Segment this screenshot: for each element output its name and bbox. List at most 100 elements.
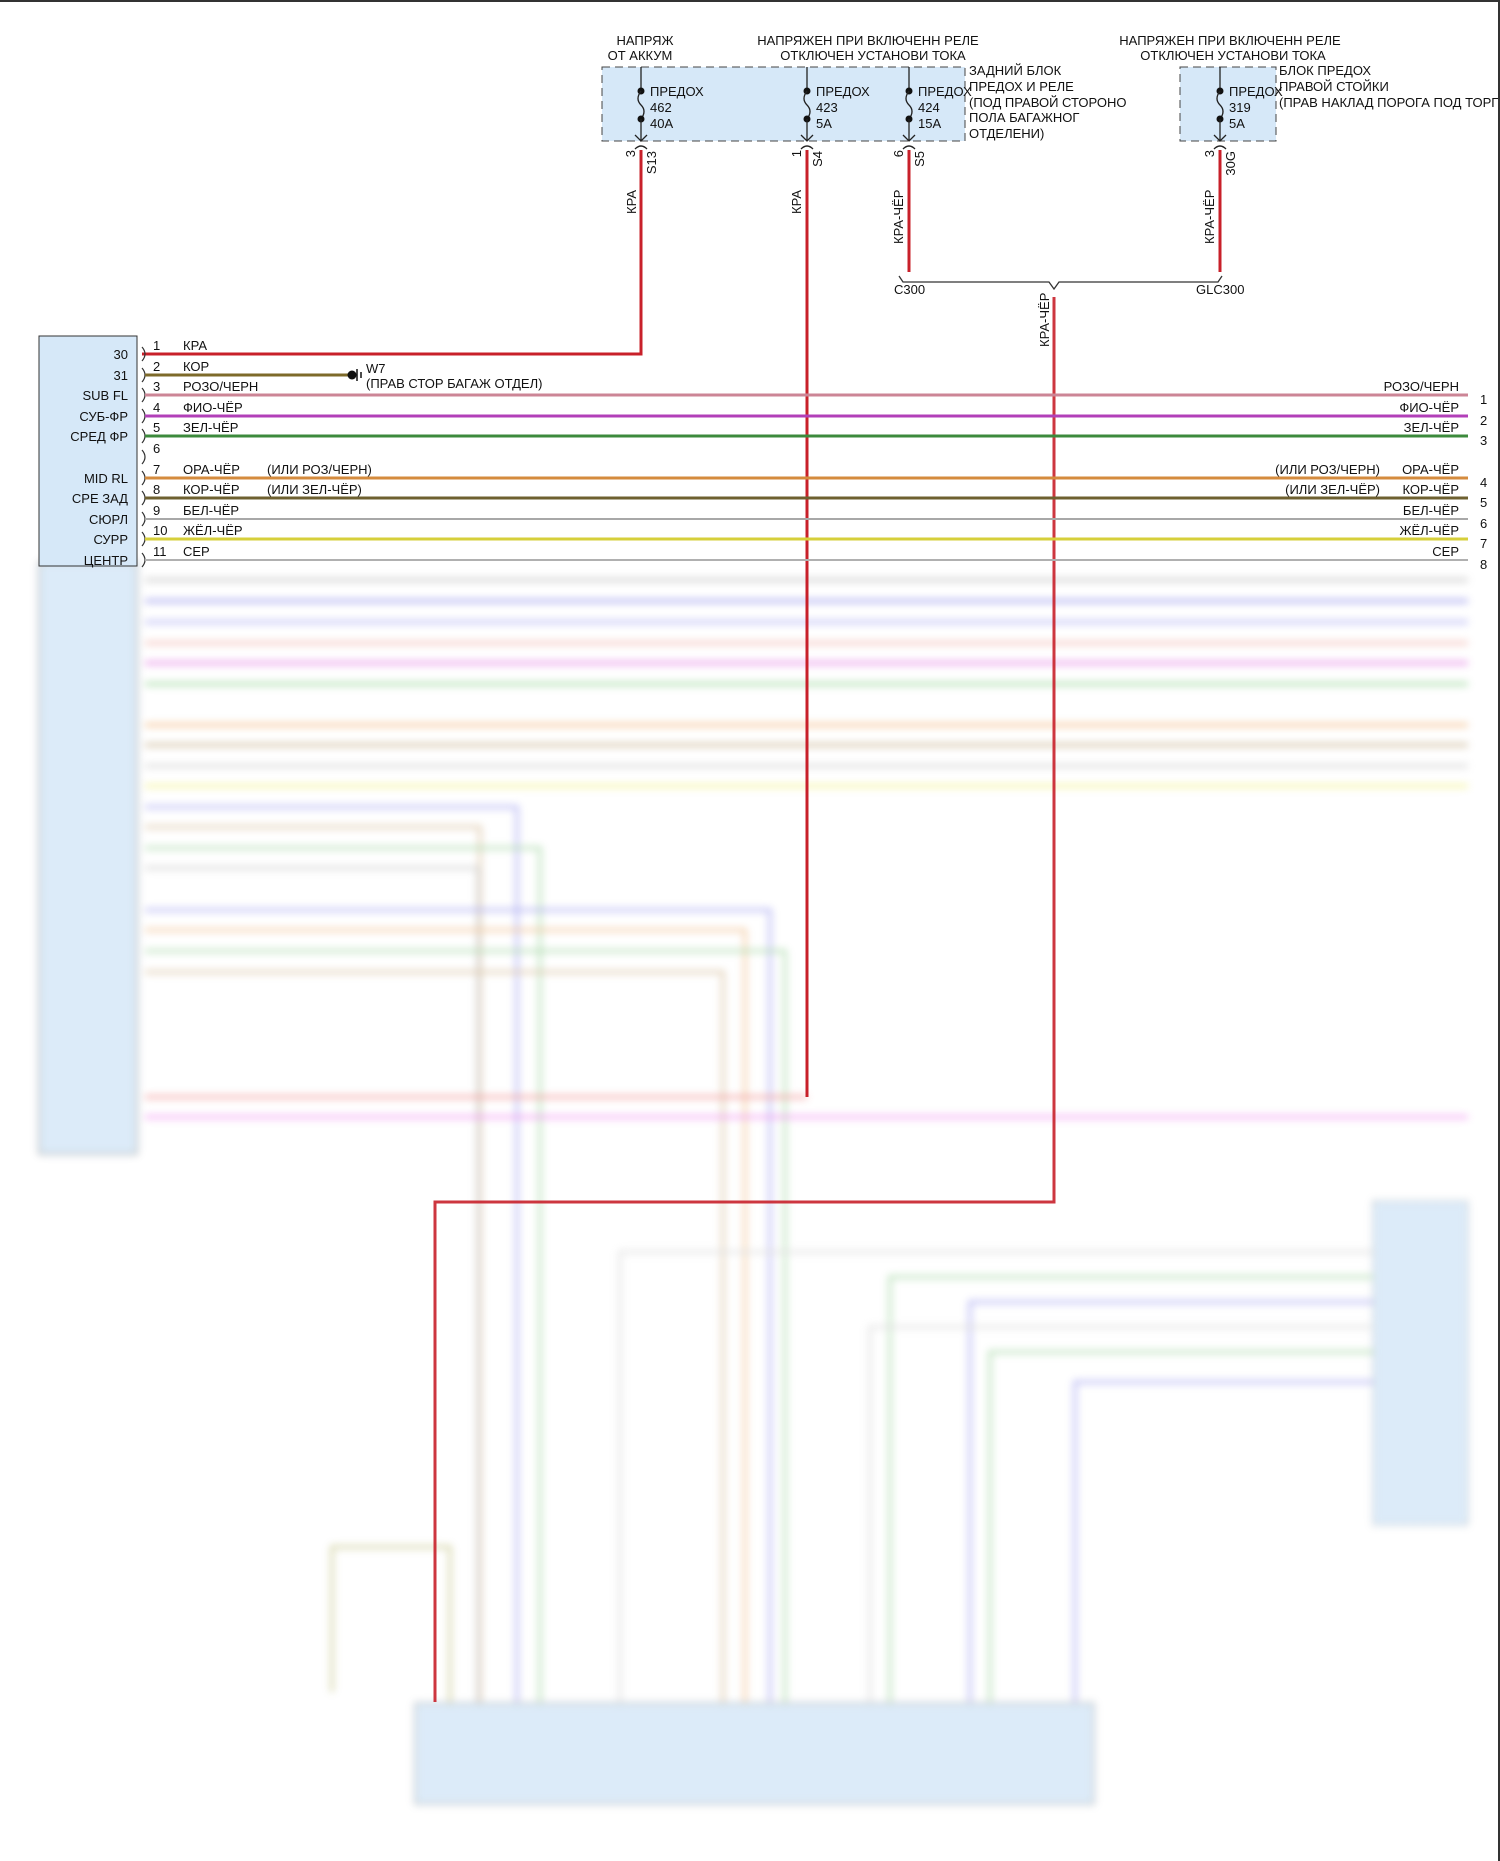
connector-pin-row: MID RL 7 ОРА-ЧЁР (ИЛИ РОЗ/ЧЕРН) ОРА-ЧЁР (ИЛИ … — [84, 462, 1487, 490]
wire — [868, 1325, 1373, 1702]
svg-text:(ПРАВ НАКЛАД ПОРОГА ПОД ТОРП): (ПРАВ НАКЛАД ПОРОГА ПОД ТОРП) — [1279, 95, 1500, 110]
terminal-id: 30G — [1223, 151, 1238, 176]
connector-pin-row: SUB FL 3 РОЗО/ЧЕРН РОЗО/ЧЕРН 1 — [82, 379, 1487, 407]
wire — [618, 1250, 1373, 1702]
wire — [145, 928, 747, 1702]
svg-text:ПОЛА БАГАЖНОГ: ПОЛА БАГАЖНОГ — [969, 110, 1079, 125]
right-pillar-fuse-box-label: БЛОК ПРЕДОХ ПРАВОЙ СТОЙКИ (ПРАВ НАКЛАД П… — [1279, 63, 1500, 110]
relay-note: ОТКЛЮЧЕН УСТАНОВИ ТОКА — [780, 48, 966, 63]
rear-fuse-box-label: ЗАДНИЙ БЛОК ПРЕДОХ И РЕЛЕ (ПОД ПРАВОЙ СТ… — [969, 63, 1126, 141]
wire — [145, 908, 772, 1702]
wire — [968, 1300, 1373, 1702]
wire-color-label: ЖЁЛ-ЧЁР — [1399, 523, 1459, 538]
pin-number: 11 — [153, 544, 167, 559]
fuse-number: 319 — [1229, 100, 1251, 115]
pin-number: 7 — [1480, 536, 1487, 551]
wire-color-label: ФИО-ЧЁР — [1399, 400, 1459, 415]
pin-number: 5 — [153, 420, 160, 435]
splice-bracket — [898, 275, 1223, 291]
svg-text:ПРЕДОХ И РЕЛЕ: ПРЕДОХ И РЕЛЕ — [969, 79, 1074, 94]
pin-function: СРЕД ФР — [70, 429, 128, 444]
wire-color-label: КОР-ЧЁР — [183, 482, 240, 497]
wire — [145, 805, 519, 1702]
wire-color-label: БЕЛ-ЧЁР — [183, 503, 239, 518]
pin-function: СУБ-ФР — [79, 409, 128, 424]
wire — [145, 846, 542, 1702]
pin-number: 3 — [1480, 433, 1487, 448]
wire-color-label: РОЗО/ЧЕРН — [1384, 379, 1459, 394]
wire-color-label: ОРА-ЧЁР — [1402, 462, 1459, 477]
svg-text:(ПРАВ СТОР БАГАЖ ОТДЕЛ): (ПРАВ СТОР БАГАЖ ОТДЕЛ) — [366, 376, 542, 391]
connector-pin-row: СЮРЛ 9 БЕЛ-ЧЁР БЕЛ-ЧЁР 6 — [89, 503, 1487, 531]
pin-number: 1 — [1480, 392, 1487, 407]
pin-function: СРЕ ЗАД — [72, 491, 128, 506]
connector-pin-row: 30 1 КРА — [114, 338, 208, 362]
svg-text:W7: W7 — [366, 361, 386, 376]
rear-fuse-box — [601, 66, 966, 142]
svg-text:ЗАДНИЙ БЛОК: ЗАДНИЙ БЛОК — [969, 63, 1062, 78]
terminal-id: S4 — [810, 151, 825, 167]
wire-color-label: КРА — [183, 338, 207, 353]
pin-function: 30 — [114, 347, 128, 362]
pin-number: 10 — [153, 523, 167, 538]
fuse-name: ПРЕДОХ — [1229, 84, 1283, 99]
pin-function: ЦЕНТР — [84, 553, 128, 568]
splice-glc300: GLC300 — [1196, 282, 1244, 297]
pin-number: 2 — [1480, 413, 1487, 428]
amplifier-connector — [38, 335, 138, 567]
fuse-name: ПРЕДОХ — [650, 84, 704, 99]
wire-alt-color: (ИЛИ ЗЕЛ-ЧЁР) — [267, 482, 362, 497]
wire — [1073, 1380, 1373, 1702]
pin-number: 3 — [1202, 150, 1217, 157]
pin-number: 2 — [153, 359, 160, 374]
svg-text:ОТДЕЛЕНИ): ОТДЕЛЕНИ) — [969, 126, 1044, 141]
pin-number: 6 — [153, 441, 160, 456]
wire-color-label: ЖЁЛ-ЧЁР — [183, 523, 243, 538]
fuse-rating: 40A — [650, 116, 673, 131]
pin-function: SUB FL — [82, 388, 128, 403]
wire-color-label: СЕР — [183, 544, 210, 559]
pin-number: 8 — [1480, 557, 1487, 572]
terminal-id: S5 — [912, 151, 927, 167]
connector-pin-row: 6 — [141, 441, 160, 465]
wire-color-label: КРА — [624, 190, 639, 214]
wire-color-label: ЗЕЛ-ЧЁР — [183, 420, 238, 435]
fuse-number: 462 — [650, 100, 672, 115]
pin-number: 6 — [891, 150, 906, 157]
blurred-lower-section — [38, 561, 1469, 1805]
pin-number: 3 — [623, 150, 638, 157]
svg-text:БЛОК ПРЕДОХ: БЛОК ПРЕДОХ — [1279, 63, 1371, 78]
relay-note: ОТКЛЮЧЕН УСТАНОВИ ТОКА — [1140, 48, 1326, 63]
ground-w7: W7 (ПРАВ СТОР БАГАЖ ОТДЕЛ) — [347, 361, 542, 391]
battery-note: ОТ АККУМ — [608, 48, 673, 63]
wire-color-label: КОР — [183, 359, 209, 374]
relay-note: НАПРЯЖЕН ПРИ ВКЛЮЧЕНН РЕЛЕ — [1119, 33, 1341, 48]
wire-alt-color: (ИЛИ РОЗ/ЧЕРН) — [1275, 462, 1380, 477]
pin-function: СЮРЛ — [89, 512, 128, 527]
wire-alt-color: (ИЛИ ЗЕЛ-ЧЁР) — [1285, 482, 1380, 497]
wire-color-label: КОР-ЧЁР — [1402, 482, 1459, 497]
fuse-rating: 5A — [1229, 116, 1245, 131]
wire-color-label: РОЗО/ЧЕРН — [183, 379, 258, 394]
relay-note: НАПРЯЖЕН ПРИ ВКЛЮЧЕНН РЕЛЕ — [757, 33, 979, 48]
wire — [888, 1275, 1373, 1702]
pin-number: 4 — [153, 400, 160, 415]
fuse-rating: 5A — [816, 116, 832, 131]
pin-function: 31 — [114, 368, 128, 383]
fuse-name: ПРЕДОХ — [816, 84, 870, 99]
fuse-rating: 15A — [918, 116, 941, 131]
pin-number: 4 — [1480, 475, 1487, 490]
connector-pin-row: 31 2 КОР — [114, 359, 348, 383]
wire-color-label: КРА-ЧЁР — [891, 190, 906, 244]
connector-pin-row: СРЕ ЗАД 8 КОР-ЧЁР (ИЛИ ЗЕЛ-ЧЁР) КОР-ЧЁР (ИЛИ … — [72, 482, 1487, 510]
wire-color-label: КРА-ЧЁР — [1202, 190, 1217, 244]
pin-number: 6 — [1480, 516, 1487, 531]
connector-pin-row: СРЕД ФР 5 ЗЕЛ-ЧЁР ЗЕЛ-ЧЁР 3 — [70, 420, 1487, 448]
ground-icon — [347, 370, 357, 380]
pin-function: MID RL — [84, 471, 128, 486]
